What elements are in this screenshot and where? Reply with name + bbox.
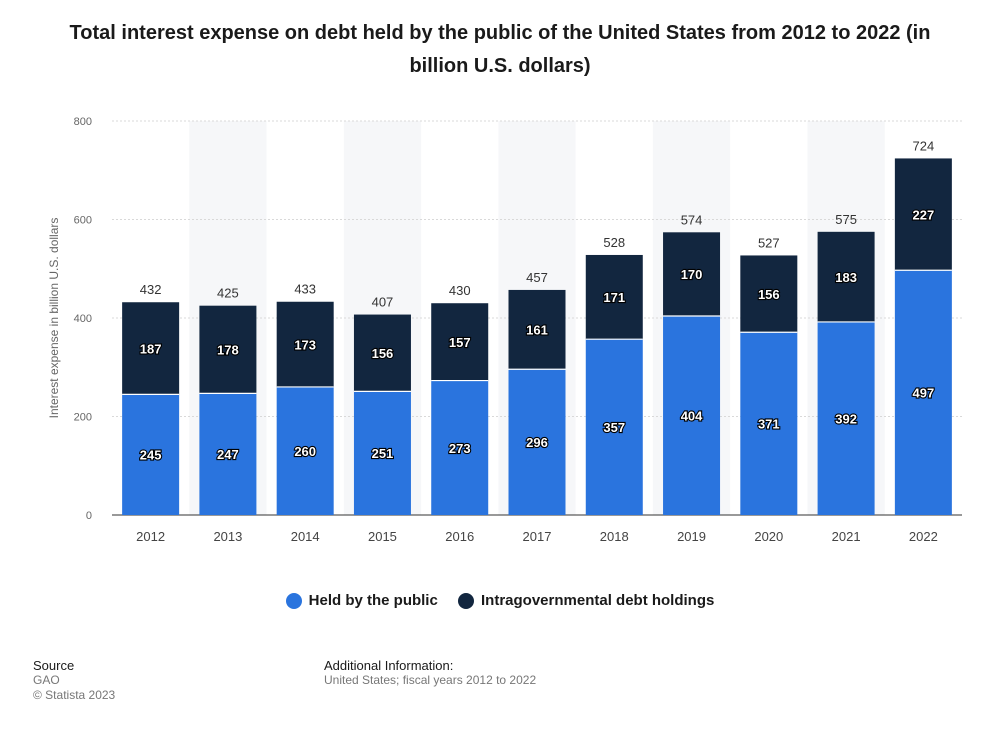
legend-label-public: Held by the public [308,592,438,609]
bar-intragov[interactable] [894,158,952,271]
x-tick-label: 2016 [445,529,474,544]
data-label-total: 724 [913,138,935,153]
bar-intragov[interactable] [199,305,257,394]
data-label-intragov: 187 [140,341,162,356]
data-label-public: 245 [140,448,162,463]
data-labels: 245 187 432 247 178 425 260 173 433 251 156 407 273 1… [139,138,936,463]
bar-public[interactable] [663,316,721,515]
x-tick-label: 2018 [600,529,629,544]
chart-canvas: 0 200 400 600 800 245 187 432 247 178 425 260 173 43… [47,116,962,544]
additional-info-text: United States; fiscal years 2012 to 2022 [324,673,537,687]
y-tick-label: 0 [86,510,92,522]
x-tick-label: 2014 [291,529,320,544]
bar-intragov[interactable] [276,301,334,387]
x-tick-label: 2013 [213,529,242,544]
data-label-total: 457 [526,270,548,285]
bar-public[interactable] [199,393,257,515]
data-label-intragov: 157 [449,335,471,350]
bar-public[interactable] [817,321,875,515]
data-label-public: 497 [913,386,935,401]
y-tick-label: 600 [74,215,92,227]
data-label-total: 528 [603,235,625,250]
data-label-public: 371 [758,417,780,432]
x-tick-label: 2021 [832,529,861,544]
data-label-intragov: 178 [217,343,239,358]
x-tick-label: 2020 [754,529,783,544]
additional-info-heading: Additional Information: [324,658,454,673]
bar-public[interactable] [276,386,334,515]
source-name[interactable]: GAO [33,673,60,687]
y-tick-label: 800 [74,116,92,128]
bar-public[interactable] [894,270,952,515]
bar-public[interactable] [353,391,411,515]
legend-item-public[interactable]: Held by the public [285,592,438,609]
bar-public[interactable] [431,380,489,515]
bar-public[interactable] [740,332,798,515]
x-tick-label: 2015 [368,529,397,544]
data-label-total: 575 [835,212,857,227]
bar-intragov[interactable] [740,255,798,333]
data-label-public: 404 [681,409,703,424]
legend-label-intragov: Intragovernmental debt holdings [481,592,715,609]
data-label-total: 407 [372,295,394,310]
chart-title: Total interest expense on debt held by t… [69,22,931,77]
legend: Held by the public Intragovernmental deb… [0,592,1000,613]
bar-public[interactable] [122,394,180,515]
data-label-intragov: 161 [526,323,548,338]
bar-intragov[interactable] [353,314,411,392]
data-label-total: 527 [758,235,780,250]
data-label-public: 251 [372,446,394,461]
data-label-intragov: 227 [913,207,935,222]
copyright: © Statista 2023 [33,688,116,702]
x-axis-ticks: 2012 2013 2014 2015 2016 2017 2018 2019 2020 2021… [136,529,938,544]
y-axis-ticks: 0 200 400 600 800 [74,116,92,522]
bar-intragov[interactable] [663,232,721,317]
additional-info-block: Additional Information: United States; f… [324,658,536,688]
bar-intragov[interactable] [431,303,489,381]
bar-public[interactable] [508,369,566,515]
data-label-total: 574 [681,212,703,227]
data-label-public: 273 [449,441,471,456]
data-label-public: 260 [294,444,316,459]
y-tick-label: 400 [74,313,92,325]
bar-intragov[interactable] [817,231,875,322]
legend-swatch-intragov [458,592,474,609]
source-block: Source GAO © Statista 2023 [33,658,115,703]
data-label-total: 425 [217,286,239,301]
x-tick-label: 2012 [136,529,165,544]
bar-intragov[interactable] [122,302,180,395]
data-label-intragov: 156 [758,287,780,302]
data-label-intragov: 171 [603,290,625,305]
data-label-public: 357 [603,420,625,435]
data-label-total: 432 [140,282,162,297]
bar-intragov[interactable] [508,289,566,370]
legend-swatch-public [285,592,302,609]
bar-intragov[interactable] [585,254,643,340]
x-tick-label: 2017 [523,529,552,544]
y-axis-label: Interest expense in billion U.S. dollars [47,218,61,419]
x-tick-label: 2019 [677,529,706,544]
data-label-intragov: 170 [681,267,703,282]
data-label-intragov: 173 [294,337,316,352]
bar-series [122,158,952,515]
data-label-intragov: 183 [835,270,857,285]
data-label-total: 430 [449,283,471,298]
data-label-public: 247 [217,447,239,462]
x-tick-label: 2022 [909,529,938,544]
bar-public[interactable] [585,339,643,515]
data-label-total: 433 [294,282,316,297]
legend-item-intragov[interactable]: Intragovernmental debt holdings [458,592,714,609]
y-tick-label: 200 [74,412,92,424]
source-heading: Source [33,658,75,673]
data-label-intragov: 156 [372,346,394,361]
data-label-public: 296 [526,435,548,450]
data-label-public: 392 [835,411,857,426]
